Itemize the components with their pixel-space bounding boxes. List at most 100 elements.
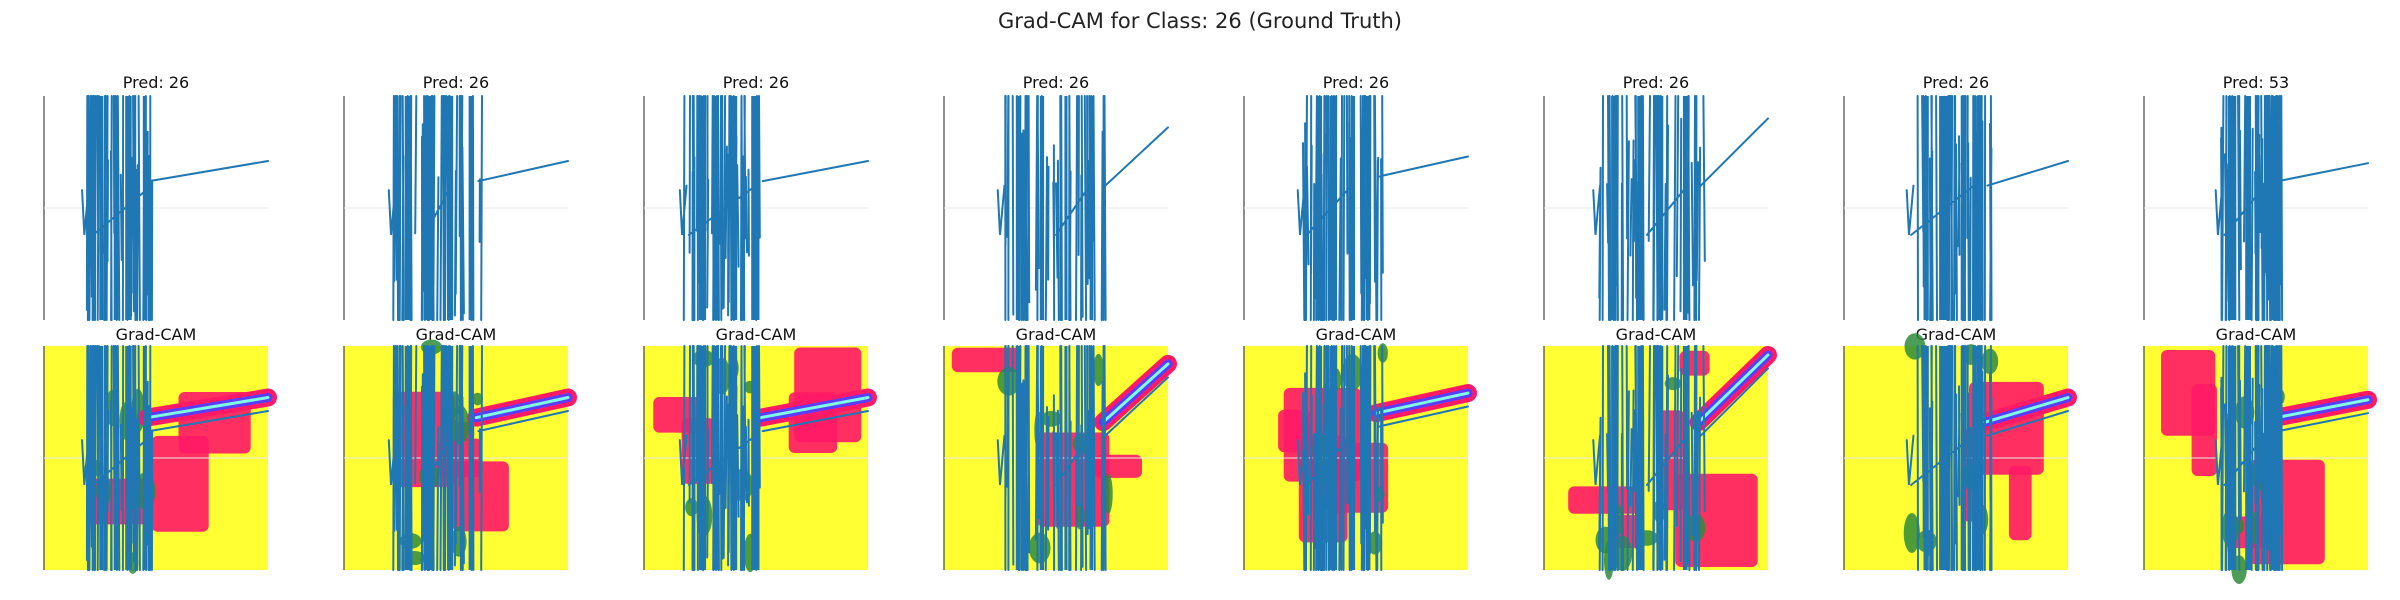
heat-blob-6-6 <box>1903 513 1920 553</box>
heat-streak-core-5 <box>1697 353 1770 424</box>
panel-title-1: Pred: 26 <box>423 73 489 92</box>
dense-segment-cam-4-2 <box>1350 346 1356 570</box>
heat-region-5-0 <box>1568 486 1644 514</box>
heat-region-3-2 <box>951 347 1022 373</box>
panel-title-6: Pred: 26 <box>1923 73 1989 92</box>
dense-segment-sig-6-1 <box>1939 96 1949 320</box>
panel-7: Pred: 53 Grad-CAM <box>2143 73 2377 584</box>
heat-streak-core-6 <box>1983 396 2070 424</box>
panel-title-0: Pred: 26 <box>123 73 189 92</box>
dense-segment-sig-6-0 <box>1923 96 1929 320</box>
gradcam-plot-0 <box>43 345 277 574</box>
panel-4: Pred: 26 Grad-CAM <box>1243 73 1477 571</box>
heat-streak-core-3 <box>1101 362 1170 424</box>
dense-segment-cam-1-0 <box>404 346 411 570</box>
heat-blob-6-7 <box>1904 333 1926 360</box>
heat-region-7-2 <box>2161 350 2216 436</box>
dense-segment-sig-4-0 <box>1316 96 1323 320</box>
dense-segment-sig-0-0 <box>99 96 104 320</box>
heat-blob-1-0 <box>472 392 483 406</box>
dense-segment-sig-3-0 <box>1015 96 1021 320</box>
heat-blob-3-6 <box>1028 532 1051 564</box>
dense-segment-sig-4-2 <box>1350 96 1356 320</box>
panel-title-5: Pred: 26 <box>1623 73 1689 92</box>
heat-region-0-1 <box>151 435 209 532</box>
gradcam-plot-3 <box>943 345 1177 571</box>
dense-segment-sig-7-1 <box>2245 96 2251 320</box>
signal-plot-6 <box>1843 95 2069 321</box>
dense-segment-sig-0-3 <box>142 96 147 320</box>
signal-plot-5 <box>1543 95 1769 321</box>
heat-region-6-0 <box>2008 465 2032 541</box>
dense-segment-sig-6-3 <box>1976 96 1982 320</box>
heat-blob-3-2 <box>1093 353 1104 387</box>
dense-segment-cam-6-2 <box>1960 346 1965 570</box>
panel-title-2: Pred: 26 <box>723 73 789 92</box>
dense-segment-cam-0-0 <box>99 346 104 570</box>
panel-title-3: Pred: 26 <box>1023 73 1089 92</box>
signal-plot-1 <box>343 95 569 321</box>
panel-title-7: Pred: 53 <box>2223 73 2289 92</box>
dense-segment-cam-4-1 <box>1329 346 1338 570</box>
dense-segment-cam-5-1 <box>1637 346 1644 570</box>
dense-segment-cam-7-2 <box>2254 346 2260 570</box>
gradcam-plot-7 <box>2143 345 2377 584</box>
gradcam-title-6: Grad-CAM <box>1916 325 1997 344</box>
dense-segment-cam-7-1 <box>2245 346 2251 570</box>
dense-segment-sig-1-3 <box>468 96 474 320</box>
gradcam-plot-1 <box>343 339 577 571</box>
dense-segment-cam-0-3 <box>142 346 147 570</box>
dense-segment-cam-2-0 <box>699 346 707 570</box>
dense-segment-sig-7-2 <box>2254 96 2260 320</box>
heat-streak-core-0 <box>145 396 270 420</box>
dense-segment-sig-5-2 <box>1658 96 1664 320</box>
panel-2: Pred: 26 Grad-CAM <box>643 73 877 573</box>
gradcam-title-1: Grad-CAM <box>416 325 497 344</box>
heat-streak-core-1 <box>474 396 570 420</box>
dense-segment-cam-2-1 <box>714 346 719 570</box>
heat-streak-core-4 <box>1374 391 1470 415</box>
panel-grid: Pred: 26 Grad-CAM Pred: 26 Grad-CAM Pred: 26… <box>43 73 2377 584</box>
panel-3: Pred: 26 Grad-CAM <box>943 73 1177 571</box>
signal-plot-3 <box>943 95 1169 321</box>
dense-segment-cam-7-0 <box>2227 346 2237 570</box>
dense-segment-cam-1-2 <box>447 346 454 570</box>
dense-segment-cam-4-3 <box>1365 346 1371 570</box>
dense-segment-cam-0-1 <box>113 346 119 570</box>
gradcam-plot-4 <box>1243 343 1477 571</box>
dense-segment-cam-6-1 <box>1939 346 1949 570</box>
dense-segment-cam-1-1 <box>423 346 432 570</box>
gradcam-title-7: Grad-CAM <box>2216 325 2297 344</box>
dense-segment-cam-6-3 <box>1976 346 1982 570</box>
dense-segment-cam-2-3 <box>751 346 760 570</box>
dense-segment-sig-2-2 <box>730 96 738 320</box>
dense-segment-sig-2-0 <box>699 96 707 320</box>
dense-segment-sig-5-1 <box>1637 96 1644 320</box>
dense-segment-sig-7-3 <box>2271 96 2277 320</box>
dense-segment-sig-2-1 <box>714 96 719 320</box>
dense-segment-cam-3-1 <box>1039 346 1045 570</box>
dense-segment-cam-3-2 <box>1064 346 1068 570</box>
dense-segment-sig-4-1 <box>1329 96 1338 320</box>
gradcam-title-5: Grad-CAM <box>1616 325 1697 344</box>
panel-5: Pred: 26 Grad-CAM <box>1543 73 1777 580</box>
gradcam-title-3: Grad-CAM <box>1016 325 1097 344</box>
signal-plot-4 <box>1243 95 1469 321</box>
dense-segment-cam-6-0 <box>1923 346 1929 570</box>
gradcam-title-4: Grad-CAM <box>1316 325 1397 344</box>
dense-segment-sig-3-1 <box>1039 96 1045 320</box>
panel-1: Pred: 26 Grad-CAM <box>343 73 577 571</box>
dense-segment-sig-0-2 <box>125 96 132 320</box>
dense-segment-sig-3-2 <box>1064 96 1068 320</box>
figure-title: Grad-CAM for Class: 26 (Ground Truth) <box>998 9 1402 33</box>
dense-segment-sig-2-3 <box>751 96 760 320</box>
heat-streak-core-2 <box>758 396 870 420</box>
dense-segment-cam-4-0 <box>1316 346 1323 570</box>
panel-6: Pred: 26 Grad-CAM <box>1843 73 2077 571</box>
dense-segment-sig-1-0 <box>404 96 411 320</box>
dense-segment-cam-5-3 <box>1682 346 1688 570</box>
dense-segment-sig-7-0 <box>2227 96 2237 320</box>
dense-segment-cam-7-3 <box>2271 346 2277 570</box>
dense-segment-cam-5-0 <box>1611 346 1616 570</box>
gradcam-plot-2 <box>643 345 877 573</box>
